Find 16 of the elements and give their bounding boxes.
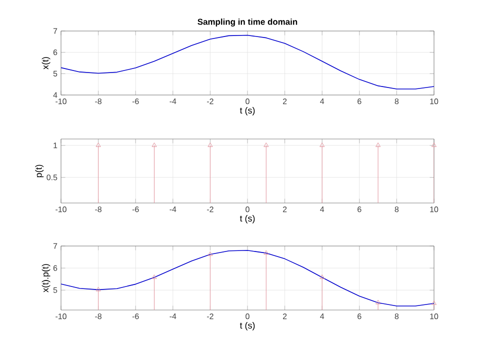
point <box>432 300 436 305</box>
point <box>264 250 269 255</box>
y-axis-title: x(t) <box>42 57 50 70</box>
point <box>376 300 381 304</box>
x-axis-title: t (s) <box>240 322 255 330</box>
line-series <box>61 250 434 306</box>
x-axis-title: t (s) <box>240 106 255 116</box>
chart-title: Sampling in time domain <box>198 18 298 27</box>
y-axis-title: p(t) <box>35 164 44 178</box>
point <box>320 274 325 279</box>
point <box>152 274 157 279</box>
y-axis-title: x(t).p(t) <box>42 264 50 292</box>
line-series <box>61 34 434 90</box>
point <box>96 286 101 292</box>
x-axis-title: t (s) <box>240 215 255 224</box>
point <box>208 252 213 256</box>
